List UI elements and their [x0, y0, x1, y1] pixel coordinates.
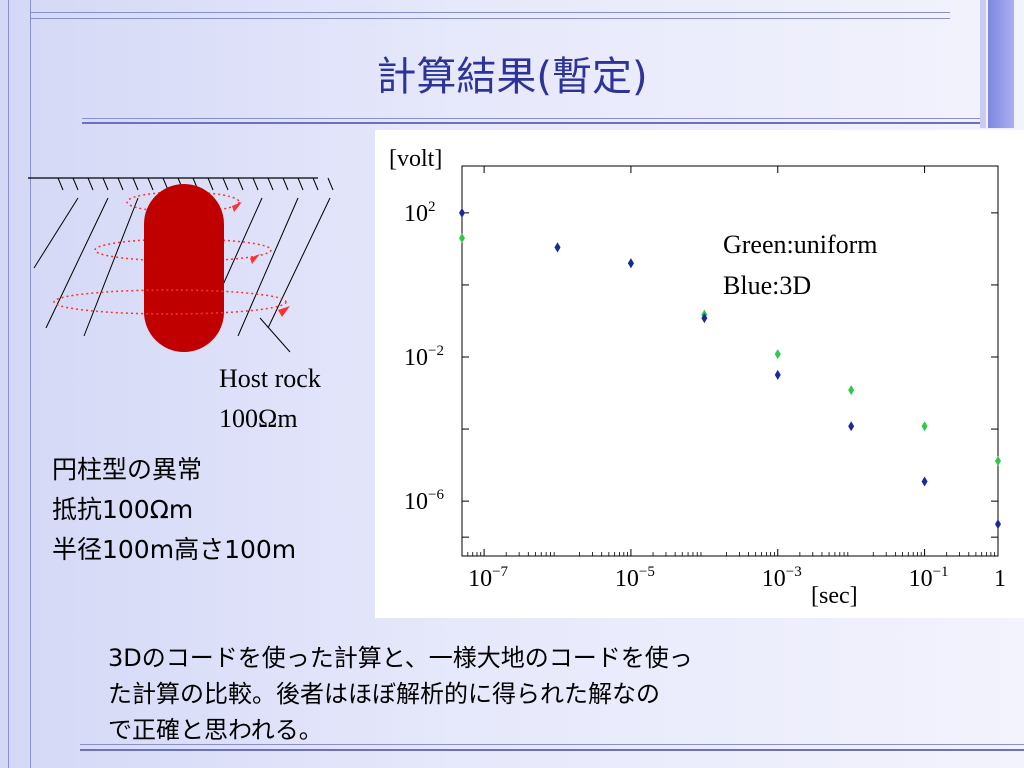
surface-hatch-mark — [117, 177, 124, 191]
x-tick-label: 10−7 — [468, 564, 508, 592]
anomaly-desc-2: 抵抗100Ωm — [52, 495, 194, 524]
uniform-data-point — [921, 421, 928, 432]
model-diagram — [28, 177, 334, 353]
surface-hatch-mark — [207, 177, 214, 191]
legend-uniform: Green:uniform — [723, 230, 878, 259]
uniform-data-point — [848, 385, 855, 396]
loop-arrow-2 — [250, 254, 260, 264]
anomaly-desc-3: 半径100m高さ100m — [52, 535, 297, 564]
threed-data-point — [627, 258, 634, 269]
cylinder-anomaly — [144, 184, 224, 352]
x-tick-label: 10−3 — [762, 564, 802, 592]
host-rock-hatch-line — [237, 197, 299, 337]
right-accent-bar — [988, 0, 1014, 128]
top-frame-line-2 — [30, 18, 950, 19]
uniform-data-point — [774, 349, 781, 360]
uniform-data-point — [995, 455, 1001, 466]
surface-hatch-mark — [237, 177, 244, 191]
x-tick-label: 1 — [994, 566, 1006, 592]
threed-data-point — [848, 421, 855, 432]
x-tick-label: 10−5 — [615, 564, 655, 592]
surface-hatch-mark — [72, 177, 79, 191]
y-axis-label: [volt] — [389, 146, 442, 172]
loop-arrow-3 — [278, 306, 290, 317]
surface-hatch-mark — [327, 177, 334, 191]
bottom-text-1: 3Dのコードを使った計算と、一様大地のコードを使っ — [108, 644, 693, 672]
surface-hatch-mark — [102, 177, 109, 191]
surface-hatch-mark — [222, 177, 229, 191]
host-rock-hatch-line — [33, 197, 79, 269]
threed-data-point — [701, 313, 708, 324]
threed-data-point — [995, 519, 1001, 530]
current-loop-back — [126, 191, 240, 213]
host-rock-pointer — [259, 317, 291, 353]
chart: [volt] 10−7 10−5 10−3 10−1 1 102 10−2 10−6 [se… — [389, 146, 1006, 609]
host-rock-resistivity: 100Ωm — [219, 404, 298, 433]
bottom-frame-line-1 — [80, 744, 1024, 745]
surface-hatch-mark — [267, 177, 274, 191]
legend-3d: Blue:3D — [723, 271, 811, 300]
surface-hatch-mark — [57, 177, 64, 191]
surface-hatch-mark — [87, 177, 94, 191]
threed-data-point — [459, 207, 465, 218]
bottom-frame-line-2 — [80, 749, 1024, 751]
host-rock-label: Host rock — [219, 364, 321, 393]
threed-data-point — [921, 476, 928, 487]
title-underline-2 — [82, 122, 982, 124]
surface-hatch-mark — [132, 177, 139, 191]
current-loop-bottom — [53, 289, 287, 315]
y-tick-label: 102 — [404, 199, 436, 227]
title-underline-1 — [82, 118, 982, 119]
surface-hatch-mark — [297, 177, 304, 191]
y-tick-label: 10−6 — [404, 487, 444, 515]
y-tick-label: 10−2 — [404, 343, 444, 371]
host-rock-hatch-line — [267, 197, 331, 329]
top-frame-line-1 — [30, 12, 950, 13]
loop-arrow-1 — [232, 202, 242, 212]
host-rock-hatch-line — [83, 197, 139, 337]
uniform-data-point — [459, 233, 465, 244]
surface-hatch-mark — [252, 177, 259, 191]
surface-hatch-mark — [312, 177, 319, 191]
current-loop-middle — [94, 238, 272, 262]
surface-hatch-mark — [282, 177, 289, 191]
bottom-text-2: た計算の比較。後者はほぼ解析的に得られた解なの — [108, 680, 660, 708]
slide-title: 計算結果(暫定) — [376, 54, 648, 100]
anomaly-desc-1: 円柱型の異常 — [52, 455, 203, 484]
left-frame-line-2 — [30, 0, 31, 768]
x-tick-label: 10−1 — [909, 564, 949, 592]
plot-frame — [461, 165, 999, 557]
right-accent-stripe — [980, 0, 986, 128]
threed-data-point — [774, 369, 781, 380]
bottom-text-3: で正確と思われる。 — [108, 716, 323, 744]
x-axis-label: [sec] — [811, 583, 858, 609]
chart-panel — [375, 130, 1024, 618]
surface-hatch-mark — [147, 177, 154, 191]
left-frame-line-1 — [8, 0, 9, 768]
host-rock-hatch-line — [45, 197, 109, 329]
threed-data-point — [554, 242, 561, 253]
